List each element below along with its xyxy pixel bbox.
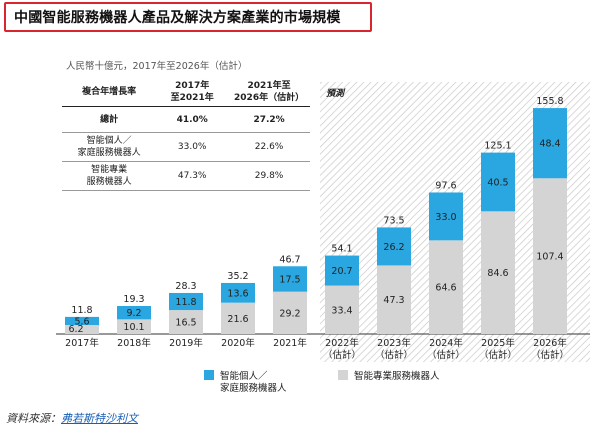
cagr-header-period-2: 2021年至 2026年（估計） [234,81,305,103]
bar-personal [117,306,151,320]
bar-professional [117,319,151,334]
bar-personal [481,152,515,212]
cagr-row: 總計 41.0% 27.2% [62,107,310,133]
label-personal: 9.2 [126,308,141,319]
bar-personal [533,108,567,179]
label-total: 125.1 [484,141,511,152]
cagr-cell-b: 29.8% [254,171,284,181]
bar-personal [169,292,203,311]
source-label: 資料來源： [6,412,61,425]
label-personal: 17.5 [279,274,300,285]
label-personal: 26.2 [383,242,404,253]
cagr-cell-label: 智能個人／ 家庭服務機器人 [77,136,141,158]
source-note: 資料來源：弗若斯特沙利文 [6,410,138,426]
cagr-cell-b: 27.2% [253,114,285,125]
bar-professional [273,291,307,334]
cagr-cell-b: 22.6% [254,142,284,152]
bar-personal [325,255,359,286]
label-total: 155.8 [536,96,563,107]
label-total: 46.7 [279,254,300,265]
cagr-cell-a: 41.0% [176,114,208,125]
bar-professional [429,240,463,334]
x-tick-label: 2023年（估計） [375,337,413,361]
x-tick-label: 2017年 [65,337,99,349]
unit-label: 人民幣十億元，2017年至2026年（估計） [66,61,248,72]
label-total: 19.3 [123,294,144,305]
label-total: 35.2 [227,271,248,282]
cagr-table: 複合年增長率 2017年 至2021年 2021年至 2026年（估計） 總計 4… [62,78,310,191]
bar-professional [65,325,99,334]
label-professional: 84.6 [487,268,508,279]
label-personal: 20.7 [331,266,352,277]
bar-personal [65,316,99,326]
bar-professional [481,211,515,334]
bar-professional [325,285,359,334]
forecast-label: 預測 [326,88,346,99]
cagr-header-label: 複合年增長率 [82,87,137,97]
label-professional: 47.3 [383,295,404,306]
x-tick-label: 2026年（估計） [531,337,569,361]
bar-personal [273,266,307,292]
source-value[interactable]: 弗若斯特沙利文 [61,412,138,425]
label-personal: 11.8 [175,297,196,308]
x-tick-label: 2020年 [221,337,255,349]
label-personal: 33.0 [435,212,456,223]
label-total: 28.3 [175,281,196,292]
x-tick-label: 2022年（估計） [323,337,361,361]
cagr-header-period-1: 2017年 至2021年 [170,81,214,103]
label-professional: 33.4 [331,305,352,316]
bar-professional [169,310,203,334]
x-tick-label: 2019年 [169,337,203,349]
legend-swatch-professional [338,370,348,380]
x-tick-label: 2024年（估計） [427,337,465,361]
x-tick-label: 2021年 [273,337,307,349]
label-total: 11.8 [71,305,92,316]
chart-title: 中國智能服務機器人產品及解決方案產業的市場規模 [14,10,341,26]
cagr-row: 智能專業 服務機器人 47.3% 29.8% [62,162,310,191]
label-professional: 21.6 [227,314,248,325]
legend-label-personal: 智能個人／家庭服務機器人 [220,370,287,394]
label-personal: 5.6 [74,316,89,327]
title-box: 中國智能服務機器人產品及解決方案產業的市場規模 [4,2,372,32]
label-professional: 107.4 [536,252,563,263]
x-tick-label: 2018年 [117,337,151,349]
label-professional: 64.6 [435,283,456,294]
bar-professional [533,178,567,334]
label-professional: 16.5 [175,318,196,329]
label-personal: 13.6 [227,288,248,299]
label-professional: 10.1 [123,322,144,333]
label-professional: 29.2 [279,308,300,319]
cagr-cell-a: 33.0% [177,142,207,152]
legend-label-professional: 智能專業服務機器人 [354,370,440,382]
cagr-row: 智能個人／ 家庭服務機器人 33.0% 22.6% [62,133,310,162]
label-total: 73.5 [383,215,404,226]
bar-personal [377,227,411,266]
cagr-header-row: 複合年增長率 2017年 至2021年 2021年至 2026年（估計） [62,78,310,107]
bar-professional [377,265,411,334]
cagr-cell-label: 智能專業 服務機器人 [86,165,132,187]
cagr-cell-label: 總計 [100,114,119,125]
bar-personal [429,192,463,241]
x-tick-label: 2025年（估計） [479,337,517,361]
bar-personal [221,282,255,303]
label-personal: 48.4 [539,139,560,150]
label-professional: 6.2 [68,324,83,335]
cagr-cell-a: 47.3% [177,171,207,181]
legend-swatch-personal [204,370,214,380]
label-total: 54.1 [331,244,352,255]
label-personal: 40.5 [487,177,508,188]
label-total: 97.6 [435,180,456,191]
bar-professional [221,302,255,334]
